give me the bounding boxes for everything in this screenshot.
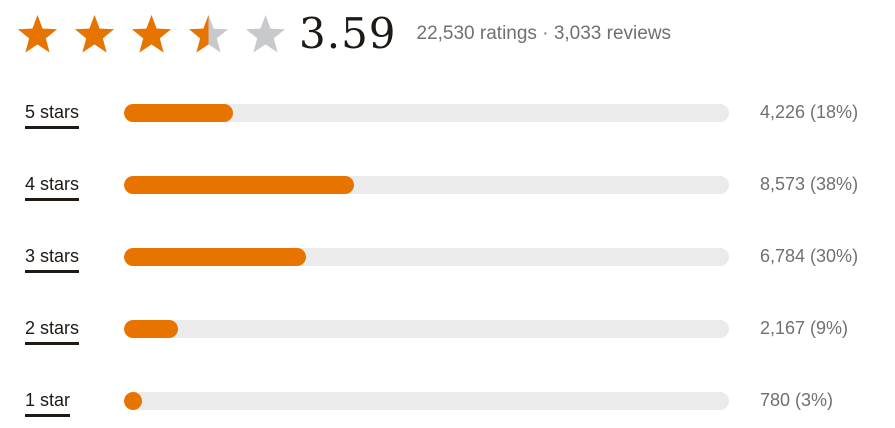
histogram-bar-fill [124,392,143,410]
histogram-row-count: 6,784 (30%) [760,246,859,266]
histogram-row-count: 780 (3%) [760,390,834,410]
histogram-row-label[interactable]: 4 stars [25,172,80,201]
histogram-bar-track [124,176,729,194]
rating-summary: 3.59 22,530 ratings · 3,033 reviews [16,6,671,62]
histogram-row[interactable]: 3 stars 6,784 (30%) [0,244,895,284]
histogram-row[interactable]: 1 star 780 (3%) [0,388,895,428]
histogram-row-count: 2,167 (9%) [760,318,849,338]
histogram-row-count: 8,573 (38%) [760,174,859,194]
histogram-bar-fill [124,104,233,122]
histogram-bar-fill [124,176,354,194]
histogram-row-label[interactable]: 3 stars [25,244,80,273]
average-rating: 3.59 [299,9,397,58]
histogram-row-label[interactable]: 5 stars [25,100,80,129]
histogram-bar-track [124,320,729,338]
star-full-icon [73,13,116,56]
histogram-bar-fill [124,320,179,338]
histogram-row-label[interactable]: 1 star [25,388,71,417]
histogram-row[interactable]: 4 stars 8,573 (38%) [0,172,895,212]
histogram-row-count: 4,226 (18%) [760,102,859,122]
star-full-icon [130,13,173,56]
histogram-bar-track [124,392,729,410]
histogram-row[interactable]: 5 stars 4,226 (18%) [0,100,895,140]
star-half-icon [187,13,230,56]
star-full-icon [16,13,59,56]
histogram-row-label[interactable]: 2 stars [25,316,80,345]
histogram-bar-fill [124,248,306,266]
star-empty-icon [244,13,287,56]
histogram-row[interactable]: 2 stars 2,167 (9%) [0,316,895,356]
star-rating [16,13,301,56]
ratings-reviews-count: 22,530 ratings · 3,033 reviews [416,23,672,44]
histogram-bar-track [124,104,729,122]
histogram-bar-track [124,248,729,266]
